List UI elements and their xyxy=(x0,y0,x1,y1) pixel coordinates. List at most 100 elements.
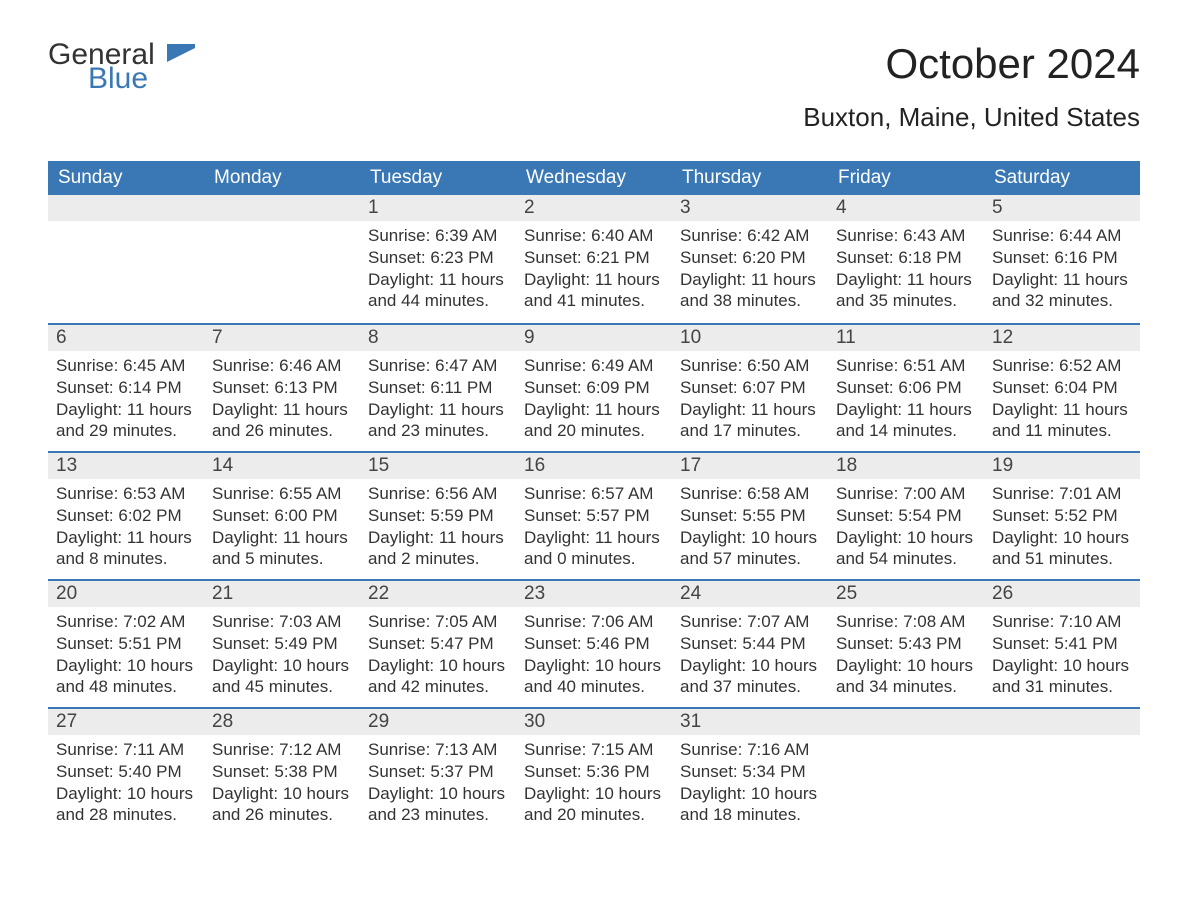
day-number: 13 xyxy=(48,451,204,479)
calendar-cell: 11Sunrise: 6:51 AMSunset: 6:06 PMDayligh… xyxy=(828,323,984,451)
sunset-text: Sunset: 5:43 PM xyxy=(836,633,976,655)
day-details: Sunrise: 7:10 AMSunset: 5:41 PMDaylight:… xyxy=(984,607,1140,706)
sunset-text: Sunset: 5:47 PM xyxy=(368,633,508,655)
day-number: 4 xyxy=(828,195,984,221)
day-details: Sunrise: 7:07 AMSunset: 5:44 PMDaylight:… xyxy=(672,607,828,706)
calendar-cell: 22Sunrise: 7:05 AMSunset: 5:47 PMDayligh… xyxy=(360,579,516,707)
day-details: Sunrise: 6:50 AMSunset: 6:07 PMDaylight:… xyxy=(672,351,828,450)
sunrise-text: Sunrise: 7:10 AM xyxy=(992,611,1132,633)
day-details: Sunrise: 7:05 AMSunset: 5:47 PMDaylight:… xyxy=(360,607,516,706)
calendar-cell: 25Sunrise: 7:08 AMSunset: 5:43 PMDayligh… xyxy=(828,579,984,707)
sunset-text: Sunset: 6:20 PM xyxy=(680,247,820,269)
day-number: 10 xyxy=(672,323,828,351)
day-details: Sunrise: 7:12 AMSunset: 5:38 PMDaylight:… xyxy=(204,735,360,834)
daylight-text: Daylight: 10 hours and 48 minutes. xyxy=(56,655,196,699)
sunset-text: Sunset: 5:54 PM xyxy=(836,505,976,527)
daylight-text: Daylight: 11 hours and 41 minutes. xyxy=(524,269,664,313)
weekday-header: Thursday xyxy=(672,161,828,195)
sunrise-text: Sunrise: 6:40 AM xyxy=(524,225,664,247)
sunrise-text: Sunrise: 6:56 AM xyxy=(368,483,508,505)
calendar-cell: 4Sunrise: 6:43 AMSunset: 6:18 PMDaylight… xyxy=(828,195,984,323)
sunrise-text: Sunrise: 7:01 AM xyxy=(992,483,1132,505)
sunset-text: Sunset: 6:09 PM xyxy=(524,377,664,399)
day-number: 23 xyxy=(516,579,672,607)
location-text: Buxton, Maine, United States xyxy=(803,102,1140,133)
day-details: Sunrise: 7:11 AMSunset: 5:40 PMDaylight:… xyxy=(48,735,204,834)
sunset-text: Sunset: 5:40 PM xyxy=(56,761,196,783)
calendar-cell: 16Sunrise: 6:57 AMSunset: 5:57 PMDayligh… xyxy=(516,451,672,579)
sunset-text: Sunset: 6:21 PM xyxy=(524,247,664,269)
sunset-text: Sunset: 5:59 PM xyxy=(368,505,508,527)
day-number: 19 xyxy=(984,451,1140,479)
daylight-text: Daylight: 10 hours and 20 minutes. xyxy=(524,783,664,827)
day-number: 14 xyxy=(204,451,360,479)
calendar-cell: 20Sunrise: 7:02 AMSunset: 5:51 PMDayligh… xyxy=(48,579,204,707)
day-number: 30 xyxy=(516,707,672,735)
sunset-text: Sunset: 5:52 PM xyxy=(992,505,1132,527)
day-number: 17 xyxy=(672,451,828,479)
empty-day-header xyxy=(984,707,1140,735)
daylight-text: Daylight: 10 hours and 34 minutes. xyxy=(836,655,976,699)
daylight-text: Daylight: 11 hours and 26 minutes. xyxy=(212,399,352,443)
sunrise-text: Sunrise: 7:12 AM xyxy=(212,739,352,761)
day-details: Sunrise: 7:15 AMSunset: 5:36 PMDaylight:… xyxy=(516,735,672,834)
daylight-text: Daylight: 10 hours and 31 minutes. xyxy=(992,655,1132,699)
day-details: Sunrise: 6:55 AMSunset: 6:00 PMDaylight:… xyxy=(204,479,360,578)
daylight-text: Daylight: 11 hours and 2 minutes. xyxy=(368,527,508,571)
day-details: Sunrise: 6:49 AMSunset: 6:09 PMDaylight:… xyxy=(516,351,672,450)
sunrise-text: Sunrise: 7:06 AM xyxy=(524,611,664,633)
sunrise-text: Sunrise: 6:58 AM xyxy=(680,483,820,505)
sunrise-text: Sunrise: 6:39 AM xyxy=(368,225,508,247)
day-number: 12 xyxy=(984,323,1140,351)
sunset-text: Sunset: 6:23 PM xyxy=(368,247,508,269)
page-header: General Blue October 2024 Buxton, Maine,… xyxy=(48,40,1140,133)
day-details: Sunrise: 6:47 AMSunset: 6:11 PMDaylight:… xyxy=(360,351,516,450)
daylight-text: Daylight: 10 hours and 57 minutes. xyxy=(680,527,820,571)
calendar-cell: 5Sunrise: 6:44 AMSunset: 6:16 PMDaylight… xyxy=(984,195,1140,323)
day-details: Sunrise: 7:06 AMSunset: 5:46 PMDaylight:… xyxy=(516,607,672,706)
daylight-text: Daylight: 11 hours and 20 minutes. xyxy=(524,399,664,443)
day-number: 20 xyxy=(48,579,204,607)
weekday-header: Friday xyxy=(828,161,984,195)
day-details: Sunrise: 7:02 AMSunset: 5:51 PMDaylight:… xyxy=(48,607,204,706)
day-details: Sunrise: 6:58 AMSunset: 5:55 PMDaylight:… xyxy=(672,479,828,578)
sunset-text: Sunset: 5:57 PM xyxy=(524,505,664,527)
weekday-header: Monday xyxy=(204,161,360,195)
empty-day-header xyxy=(48,195,204,221)
sunrise-text: Sunrise: 7:00 AM xyxy=(836,483,976,505)
day-number: 29 xyxy=(360,707,516,735)
sunrise-text: Sunrise: 7:07 AM xyxy=(680,611,820,633)
sunrise-text: Sunrise: 6:55 AM xyxy=(212,483,352,505)
day-details: Sunrise: 7:03 AMSunset: 5:49 PMDaylight:… xyxy=(204,607,360,706)
day-number: 26 xyxy=(984,579,1140,607)
day-details: Sunrise: 7:08 AMSunset: 5:43 PMDaylight:… xyxy=(828,607,984,706)
calendar-cell xyxy=(48,195,204,323)
day-details: Sunrise: 7:01 AMSunset: 5:52 PMDaylight:… xyxy=(984,479,1140,578)
day-number: 15 xyxy=(360,451,516,479)
sunset-text: Sunset: 6:04 PM xyxy=(992,377,1132,399)
sunrise-text: Sunrise: 6:57 AM xyxy=(524,483,664,505)
calendar-week-row: 13Sunrise: 6:53 AMSunset: 6:02 PMDayligh… xyxy=(48,451,1140,579)
weekday-header-row: SundayMondayTuesdayWednesdayThursdayFrid… xyxy=(48,161,1140,195)
sunset-text: Sunset: 5:49 PM xyxy=(212,633,352,655)
sunset-text: Sunset: 6:06 PM xyxy=(836,377,976,399)
daylight-text: Daylight: 10 hours and 23 minutes. xyxy=(368,783,508,827)
daylight-text: Daylight: 10 hours and 42 minutes. xyxy=(368,655,508,699)
weekday-header: Sunday xyxy=(48,161,204,195)
calendar-cell: 7Sunrise: 6:46 AMSunset: 6:13 PMDaylight… xyxy=(204,323,360,451)
day-details: Sunrise: 6:40 AMSunset: 6:21 PMDaylight:… xyxy=(516,221,672,320)
calendar-week-row: 1Sunrise: 6:39 AMSunset: 6:23 PMDaylight… xyxy=(48,195,1140,323)
sunrise-text: Sunrise: 6:50 AM xyxy=(680,355,820,377)
day-details: Sunrise: 6:39 AMSunset: 6:23 PMDaylight:… xyxy=(360,221,516,320)
day-number: 3 xyxy=(672,195,828,221)
day-number: 7 xyxy=(204,323,360,351)
calendar-week-row: 20Sunrise: 7:02 AMSunset: 5:51 PMDayligh… xyxy=(48,579,1140,707)
daylight-text: Daylight: 11 hours and 23 minutes. xyxy=(368,399,508,443)
sunrise-text: Sunrise: 7:16 AM xyxy=(680,739,820,761)
calendar-cell: 24Sunrise: 7:07 AMSunset: 5:44 PMDayligh… xyxy=(672,579,828,707)
sunrise-text: Sunrise: 6:49 AM xyxy=(524,355,664,377)
sunrise-text: Sunrise: 6:43 AM xyxy=(836,225,976,247)
sunrise-text: Sunrise: 6:52 AM xyxy=(992,355,1132,377)
day-details: Sunrise: 6:44 AMSunset: 6:16 PMDaylight:… xyxy=(984,221,1140,320)
calendar-cell: 6Sunrise: 6:45 AMSunset: 6:14 PMDaylight… xyxy=(48,323,204,451)
